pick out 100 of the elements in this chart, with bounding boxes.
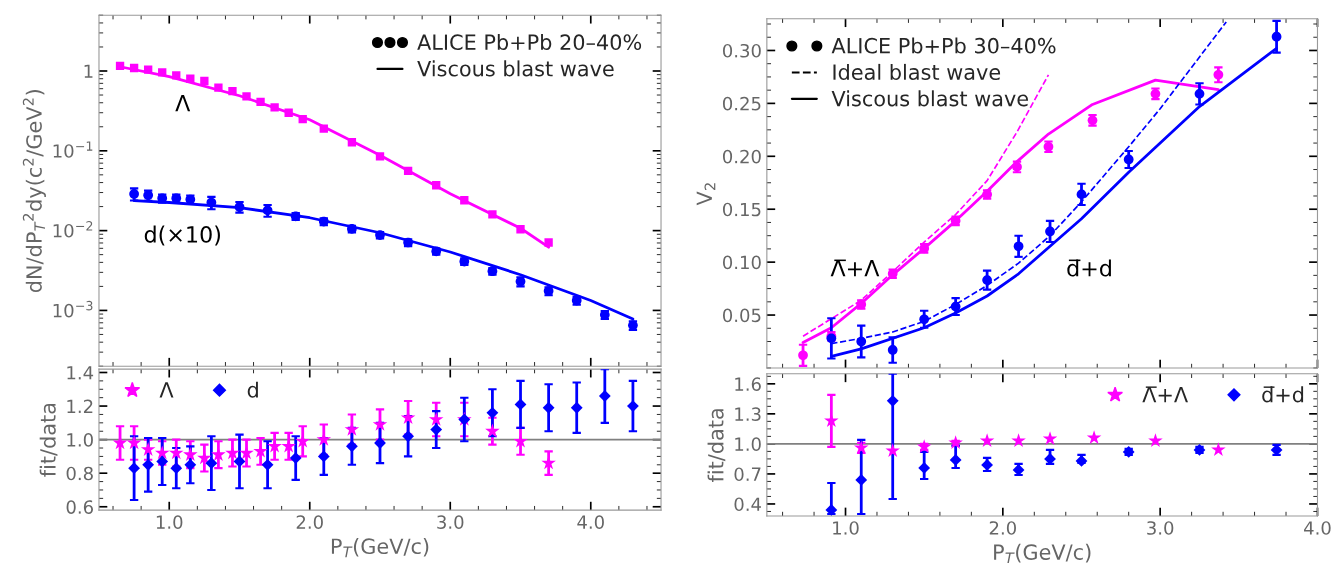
annotation: ALICE Pb+Pb 20–40%	[417, 33, 642, 51]
point	[1148, 433, 1163, 448]
point	[143, 65, 153, 74]
y-tick-label: 1.0	[67, 433, 93, 447]
x-tick-label: 4.0	[577, 515, 604, 529]
annotation: d(×10)	[144, 225, 220, 246]
point	[485, 423, 500, 438]
point	[205, 457, 218, 470]
point	[428, 411, 444, 426]
point	[514, 398, 527, 411]
annotation: Viscous blast wave	[831, 90, 1029, 107]
point	[242, 92, 251, 101]
y-axis-title: V$_{2}$	[696, 183, 716, 206]
point	[516, 225, 525, 234]
point	[1194, 89, 1205, 99]
point	[200, 76, 209, 86]
point	[1213, 69, 1224, 80]
y-tick-label: 0.15	[722, 202, 761, 217]
y-tick-label: 0.4	[734, 497, 761, 512]
y-tick-label: 1	[84, 64, 93, 78]
point	[432, 181, 441, 190]
point	[824, 413, 839, 428]
point	[289, 452, 302, 464]
y-tick-label: 1.3	[735, 407, 761, 421]
y-tick-label: 10$^{−1}$	[53, 141, 93, 158]
point	[375, 152, 385, 161]
point	[542, 401, 555, 414]
annotation: Λ	[175, 95, 191, 112]
point	[1076, 189, 1087, 200]
y-tick-label: 0.7	[734, 467, 761, 482]
point	[129, 63, 139, 73]
y-tick-label: 0.20	[722, 149, 761, 164]
y-tick-label: 1.0	[735, 437, 761, 452]
y-tick-label: 0.30	[722, 43, 761, 58]
point	[228, 86, 237, 96]
y-tick-label: 0.8	[66, 466, 93, 481]
point	[140, 442, 156, 456]
legend-label: d̅+d	[1262, 386, 1304, 403]
point	[1011, 433, 1026, 448]
point	[211, 447, 226, 461]
point	[1045, 226, 1055, 237]
y-axis-title: dN/dP$_{T}$$^{2}$dy(c$^{2}$/GeV$^{2}$)	[22, 90, 46, 293]
x-tick-label: 4.0	[1304, 521, 1331, 535]
x-tick-label: 1.0	[156, 515, 183, 529]
legend-label: d	[247, 381, 258, 398]
annotation: Ideal blast wave	[833, 63, 1001, 81]
point	[488, 210, 497, 219]
point	[885, 443, 900, 458]
x-tick-label: 3.0	[1147, 521, 1174, 535]
point	[374, 437, 386, 449]
point	[825, 504, 838, 516]
point	[256, 97, 265, 107]
point	[317, 450, 330, 463]
point	[158, 68, 167, 77]
point	[887, 345, 898, 355]
legend-label: Λ	[159, 382, 174, 398]
y-tick-label: 1.2	[67, 399, 93, 413]
point	[856, 336, 867, 347]
y-tick-label: 0.6	[66, 500, 93, 514]
point	[430, 423, 443, 436]
x-axis-title: P$_{T}$(GeV/c)	[994, 543, 1091, 564]
point	[298, 114, 307, 124]
y-tick-label: 1.6	[735, 377, 761, 391]
point	[186, 74, 195, 83]
point	[919, 314, 930, 325]
point	[154, 445, 170, 460]
y-tick-label: 0.10	[722, 255, 761, 270]
point	[627, 400, 639, 412]
y-tick-label: 0.25	[722, 96, 761, 111]
legend-label: Λ̅+Λ	[1142, 386, 1188, 403]
point	[403, 166, 413, 176]
point	[1211, 442, 1226, 457]
point	[570, 401, 583, 414]
y-axis-title: fit/data	[39, 403, 58, 477]
point	[183, 447, 198, 461]
point	[982, 275, 992, 285]
y-tick-label: 0.05	[722, 308, 761, 323]
y-tick-label: 1.4	[67, 366, 94, 380]
point	[402, 430, 414, 443]
annotation: Viscous blast wave	[417, 60, 614, 77]
point	[126, 435, 142, 450]
y-tick-label: 10$^{−3}$	[53, 300, 93, 318]
point	[1042, 431, 1058, 446]
point	[948, 435, 963, 450]
annotation: d̅+d	[1067, 259, 1111, 277]
point	[460, 196, 469, 205]
annotation: ALICE Pb+Pb 30–40%	[831, 37, 1056, 54]
x-tick-label: 2.0	[296, 515, 323, 529]
point	[319, 124, 328, 133]
x-tick-label: 3.0	[437, 515, 464, 529]
point	[1013, 241, 1024, 252]
point	[949, 454, 962, 466]
x-axis-title: P$_{T}$(GeV/c)	[331, 538, 429, 558]
point	[544, 238, 553, 247]
point	[950, 301, 961, 312]
y-axis-title: fit/data	[707, 409, 726, 483]
point	[347, 138, 357, 147]
point	[270, 103, 279, 112]
point	[598, 390, 611, 402]
point	[918, 462, 931, 474]
